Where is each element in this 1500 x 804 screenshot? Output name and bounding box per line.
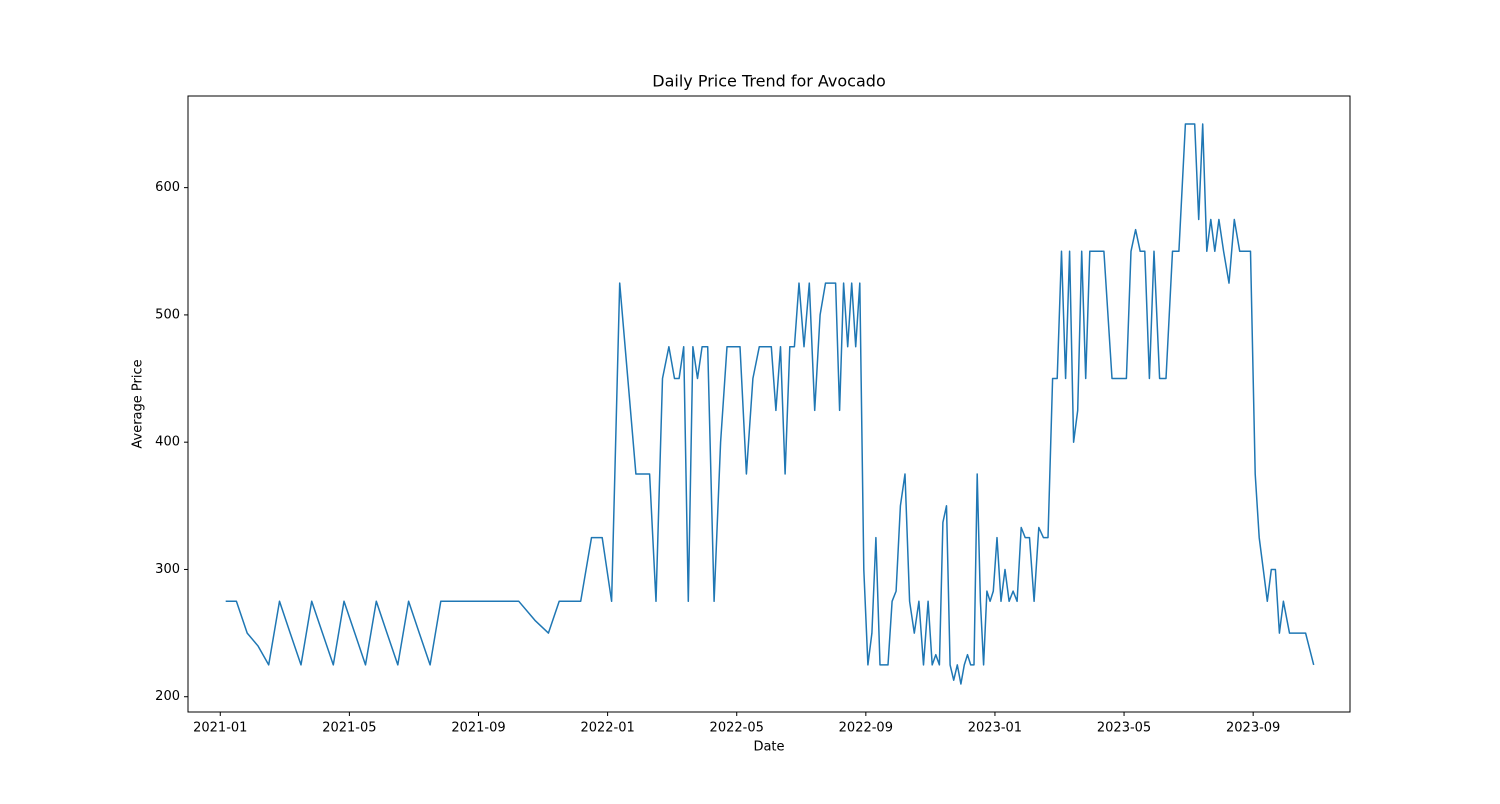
y-tick-label: 500 [155,307,180,322]
plot-frame [187,95,1351,713]
x-tick-label: 2022-09 [839,721,893,736]
x-tick-label: 2022-01 [580,721,634,736]
x-tick-label: 2021-09 [451,721,505,736]
y-tick-label: 300 [155,562,180,577]
x-tick-label: 2023-09 [1226,721,1280,736]
y-tick-label: 400 [155,435,180,450]
x-tick-label: 2021-05 [322,721,376,736]
y-axis-label: Average Price [131,359,146,448]
x-axis-label: Date [753,740,784,755]
x-tick-label: 2021-01 [193,721,247,736]
y-tick-label: 200 [155,689,180,704]
price-line [225,123,1315,685]
x-tick-label: 2022-05 [710,721,764,736]
x-tick-label: 2023-05 [1097,721,1151,736]
chart-title: Daily Price Trend for Avocado [652,72,885,91]
y-tick-label: 600 [155,180,180,195]
x-tick-label: 2023-01 [968,721,1022,736]
